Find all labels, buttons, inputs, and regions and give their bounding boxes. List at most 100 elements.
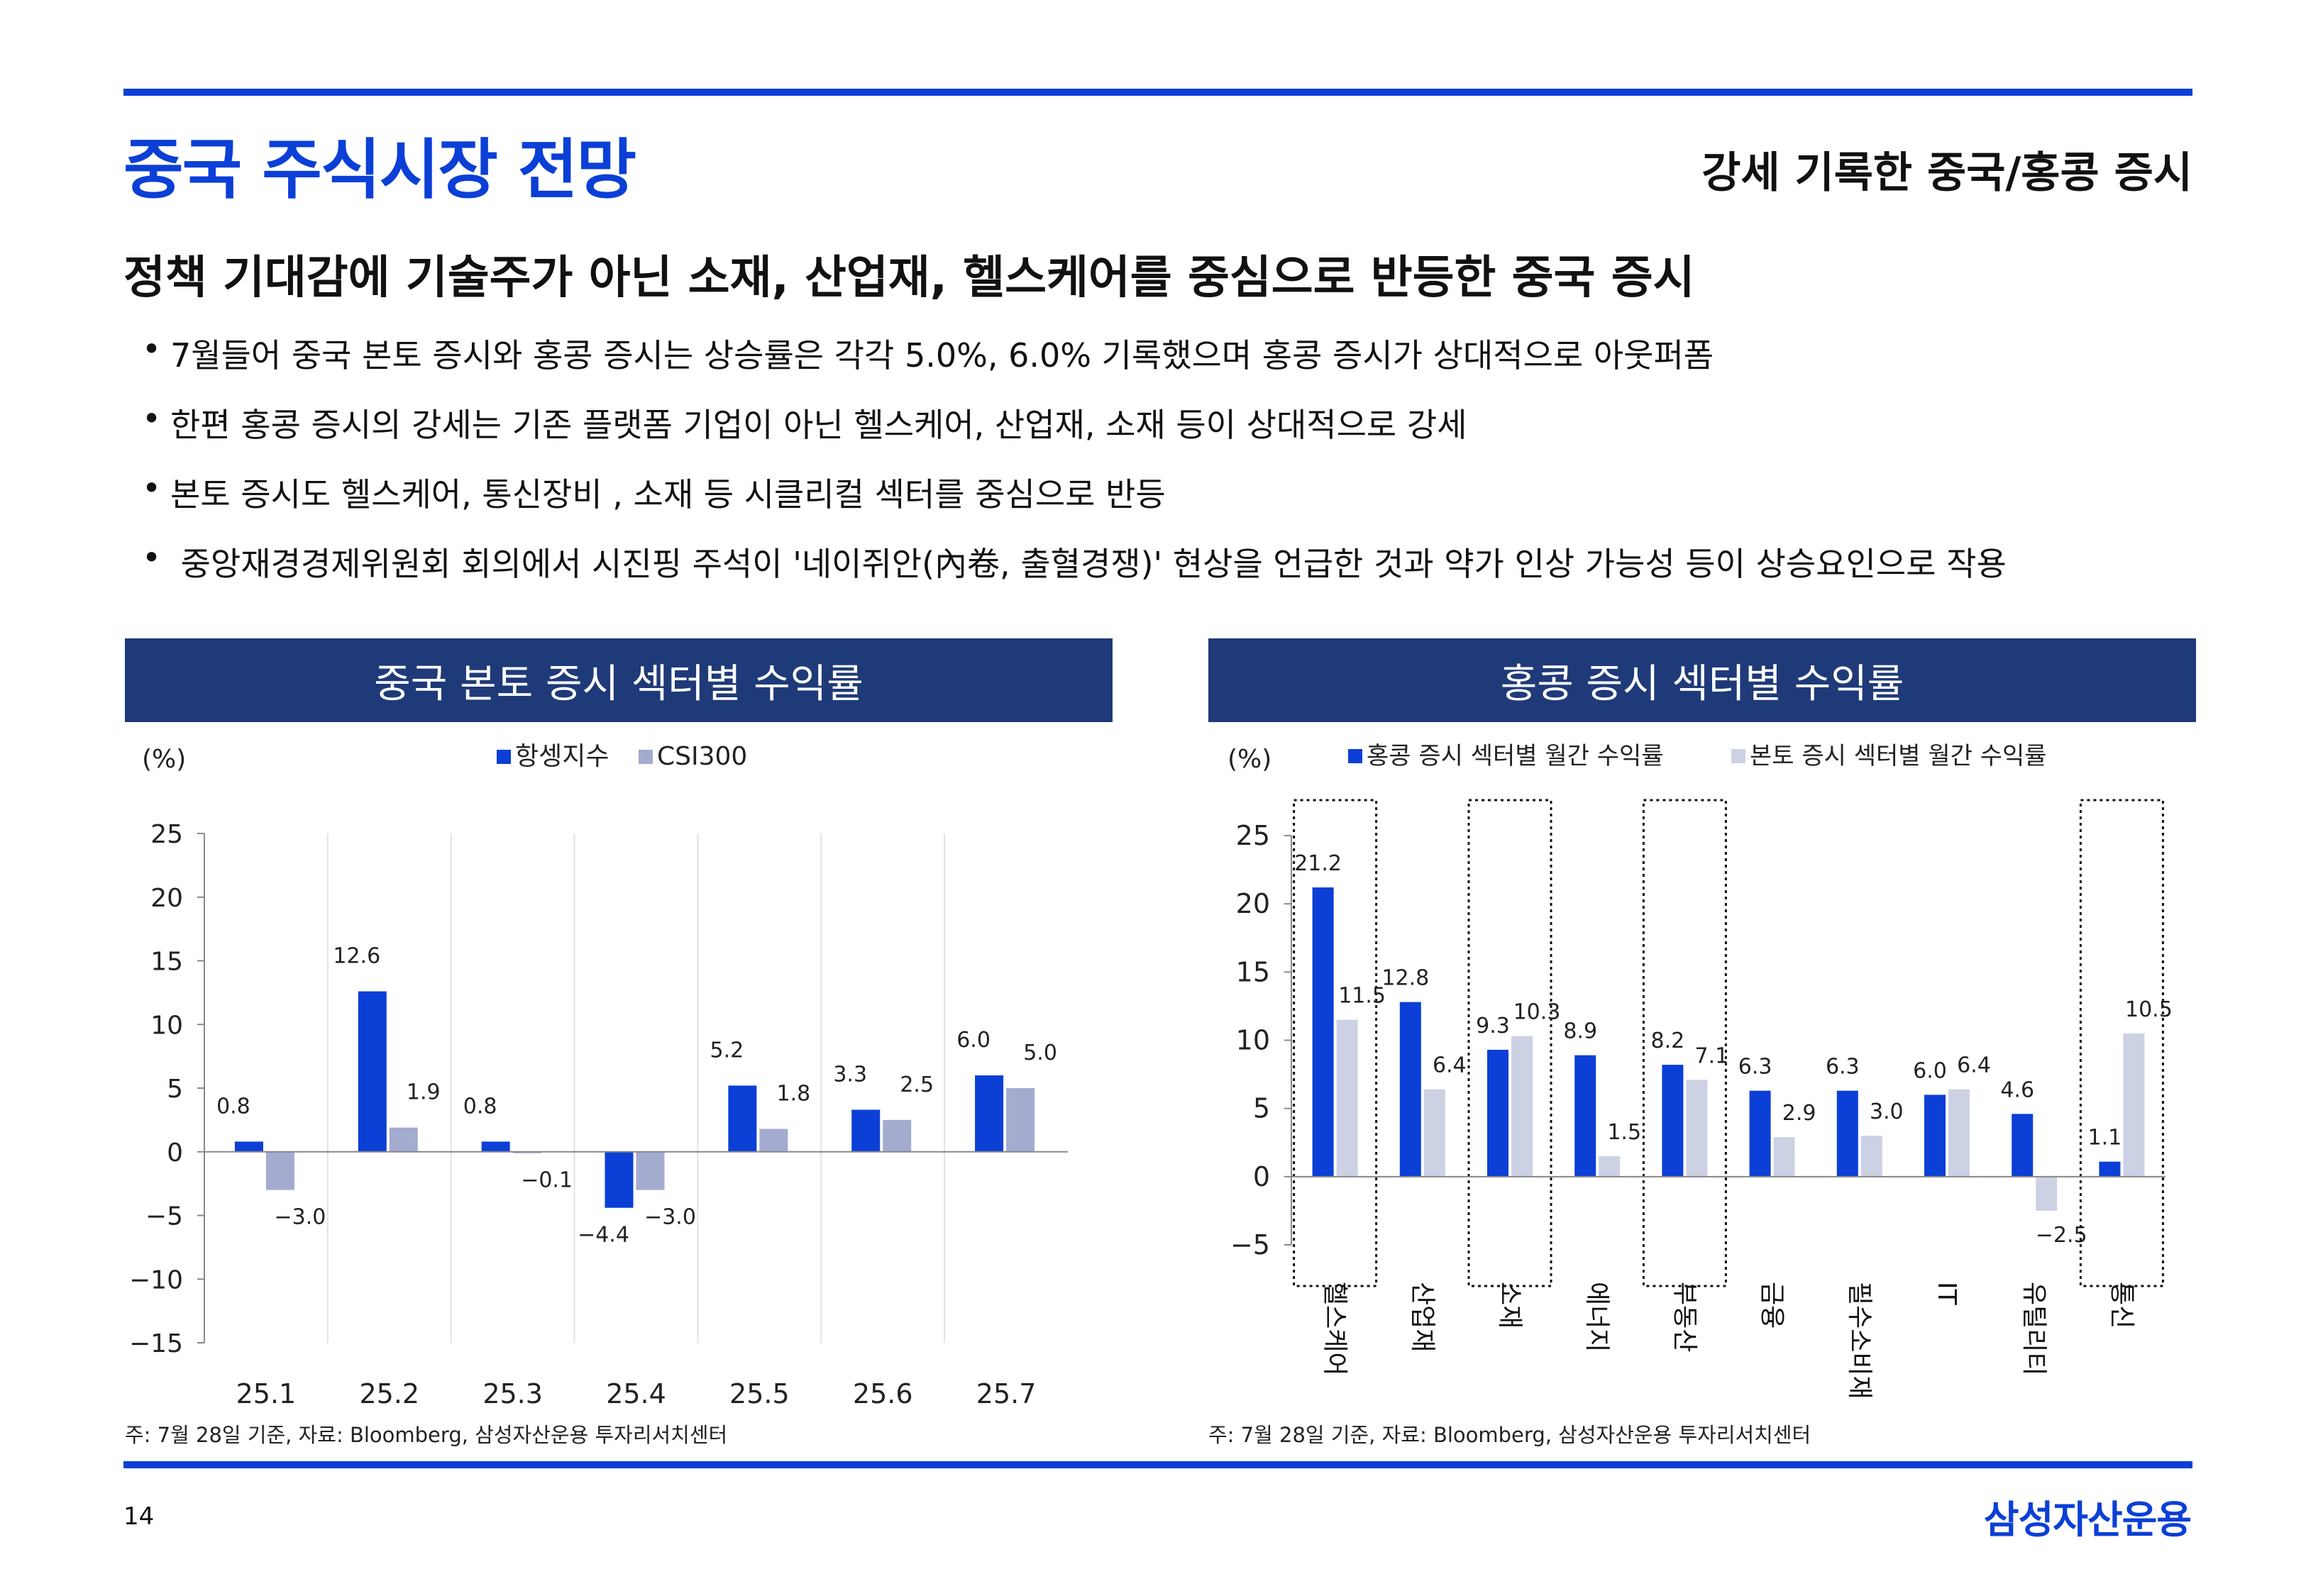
data-label: 1.9 [407, 1080, 441, 1105]
x-tick-label: 25.6 [853, 1378, 913, 1409]
bar-csi300 [636, 1151, 665, 1190]
bar-hangseng [605, 1151, 634, 1208]
data-label: 3.0 [1870, 1099, 1904, 1124]
x-tick-label: 에너지 [1582, 1282, 1611, 1352]
bar-mainland [1948, 1089, 1970, 1177]
data-label: −2.5 [2036, 1223, 2087, 1248]
bar-csi300 [883, 1119, 912, 1152]
y-axis-unit-label: (%) [1228, 745, 1271, 774]
x-tick-label: 유틸리티 [2019, 1282, 2048, 1375]
x-tick-label: 통신 [2107, 1282, 2136, 1329]
bar-hk [2012, 1114, 2034, 1177]
data-label: 2.9 [1782, 1101, 1816, 1126]
x-tick-label: 25.3 [482, 1378, 543, 1409]
data-label: 10.3 [1513, 1000, 1561, 1025]
bar-hk [1662, 1065, 1684, 1177]
data-label: 4.6 [2000, 1077, 2034, 1102]
bar-hk [2099, 1161, 2121, 1177]
x-tick-label: 25.4 [606, 1378, 666, 1409]
y-tick-label: −5 [145, 1202, 183, 1231]
data-label: 8.2 [1651, 1029, 1685, 1053]
right-panel-header: 홍콩 증시 섹터별 수익률 [1208, 638, 2196, 722]
data-label: 6.0 [1913, 1058, 1947, 1083]
x-tick-label: 금융 [1758, 1282, 1787, 1329]
data-label: 9.3 [1476, 1014, 1510, 1038]
x-tick-label: 25.5 [729, 1378, 790, 1409]
data-label: 5.2 [710, 1038, 744, 1063]
x-tick-label: 산업재 [1408, 1282, 1437, 1352]
data-label: 1.1 [2088, 1126, 2122, 1151]
data-label: −3.0 [274, 1205, 326, 1230]
data-label: 5.0 [1023, 1041, 1057, 1065]
bar-csi300 [1006, 1088, 1035, 1152]
bar-hk [1487, 1049, 1508, 1177]
bar-hk [1574, 1055, 1596, 1177]
left-panel-header: 중국 본토 증시 섹터별 수익률 [125, 638, 1113, 722]
y-tick-label: 20 [1236, 888, 1270, 919]
y-tick-label: −5 [1230, 1229, 1270, 1260]
y-axis-unit-label: (%) [142, 745, 186, 774]
bullet-text: 중앙재경경제위원회 회의에서 시진핑 주석이 '네이쥐안(內卷, 출혈경쟁)' … [170, 545, 2007, 583]
left-chart-note: 주: 7월 28일 기준, 자료: Bloomberg, 삼성자산운용 투자리서… [125, 1423, 728, 1447]
legend-label-mainland: 본토 증시 섹터별 월간 수익률 [1750, 742, 2047, 770]
y-tick-label: 0 [1253, 1161, 1270, 1192]
data-label: 0.8 [463, 1094, 497, 1119]
y-tick-label: 15 [150, 948, 183, 977]
bullet-list: • 7월들어 중국 본토 증시와 홍콩 증시는 상승률은 각각 5.0%, 6.0… [142, 330, 2200, 608]
legend-swatch-hk [1348, 749, 1362, 763]
data-label: 7.1 [1695, 1043, 1729, 1068]
y-tick-label: 25 [150, 820, 183, 849]
data-label: 8.9 [1563, 1019, 1597, 1044]
page-subtitle: 강세 기록한 중국/홍콩 증시 [1701, 148, 2192, 198]
legend-swatch-mainland [1731, 749, 1745, 763]
bar-hk [1749, 1090, 1771, 1177]
y-tick-label: 10 [150, 1011, 183, 1040]
bar-hk [1924, 1095, 1946, 1177]
x-tick-label: 소재 [1495, 1282, 1524, 1329]
y-tick-label: 0 [167, 1138, 183, 1168]
y-tick-label: 10 [1236, 1025, 1270, 1056]
x-tick-label: 25.2 [359, 1378, 419, 1409]
bar-hangseng [728, 1085, 757, 1152]
x-tick-label: IT [1932, 1282, 1961, 1306]
bar-mainland [2123, 1033, 2145, 1177]
y-tick-label: 5 [1253, 1093, 1270, 1124]
legend-swatch-hangseng [497, 750, 511, 764]
bullet-dot: • [142, 538, 162, 577]
data-label: 1.5 [1607, 1120, 1641, 1145]
data-label: 12.8 [1381, 966, 1429, 991]
y-tick-label: 15 [1236, 956, 1270, 987]
x-tick-label: 헬스케어 [1320, 1282, 1350, 1375]
data-label: 12.6 [333, 944, 380, 969]
legend-label-hk: 홍콩 증시 섹터별 월간 수익률 [1367, 742, 1664, 770]
highlight-box [1467, 799, 1552, 1287]
page-number: 14 [123, 1502, 155, 1531]
bar-mainland [1686, 1080, 1708, 1177]
bar-mainland [1336, 1019, 1358, 1177]
bullet-item: • 본토 증시도 헬스케어, 통신장비 , 소재 등 시클리컬 섹터를 중심으로 … [142, 469, 2200, 538]
bar-mainland [1511, 1036, 1533, 1177]
bullet-item: • 한편 홍콩 증시의 강세는 기존 플랫폼 기업이 아닌 헬스케어, 산업재, … [142, 399, 2200, 469]
legend-label-csi300: CSI300 [657, 742, 747, 771]
bar-hangseng [851, 1109, 881, 1152]
bar-hangseng [481, 1141, 510, 1152]
data-label: 0.8 [216, 1094, 250, 1119]
bullet-text: 본토 증시도 헬스케어, 통신장비 , 소재 등 시클리컬 섹터를 중심으로 반… [170, 475, 1166, 514]
data-label: 21.2 [1294, 851, 1342, 876]
data-label: 6.0 [956, 1028, 991, 1053]
bar-hangseng [234, 1141, 263, 1152]
bar-csi300 [759, 1129, 788, 1152]
data-label: 11.5 [1338, 984, 1386, 1009]
bar-csi300 [265, 1151, 294, 1190]
page-title: 중국 주식시장 전망 [123, 132, 636, 208]
data-label: 3.3 [833, 1063, 867, 1087]
y-tick-label: 25 [1236, 820, 1270, 851]
bullet-text: 한편 홍콩 증시의 강세는 기존 플랫폼 기업이 아닌 헬스케어, 산업재, 소… [170, 406, 1467, 444]
y-tick-label: −15 [129, 1329, 183, 1358]
data-label: 6.4 [1957, 1053, 1991, 1078]
data-label: 2.5 [900, 1073, 934, 1097]
right-chart-note: 주: 7월 28일 기준, 자료: Bloomberg, 삼성자산운용 투자리서… [1208, 1423, 1811, 1447]
mainland-returns-chart: (%) 항셍지수 CSI300 25 20 15 10 5 0 −5 −10 −15 0.8 −3.0 25… [129, 742, 1068, 1409]
y-tick-label: 5 [167, 1075, 183, 1104]
legend-swatch-csi300 [639, 750, 653, 764]
